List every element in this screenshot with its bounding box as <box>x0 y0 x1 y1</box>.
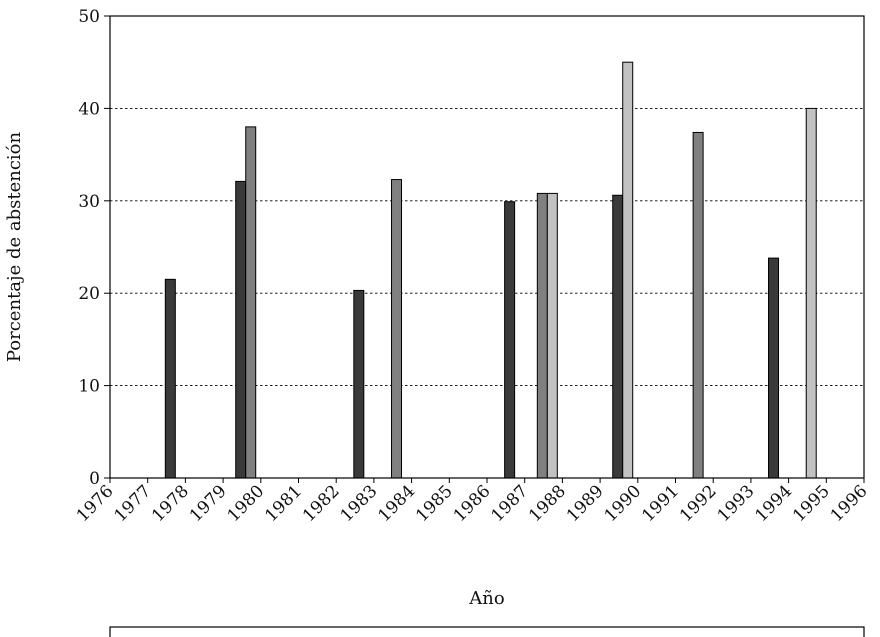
x-tick-label: 1983 <box>337 481 382 526</box>
bar <box>546 192 558 479</box>
bar <box>353 289 365 479</box>
bar <box>391 179 403 479</box>
x-tick-label: 1986 <box>450 481 495 526</box>
bar <box>164 278 176 479</box>
x-axis: 1976197719781979198019811982198319841985… <box>73 478 872 526</box>
bar <box>805 107 817 479</box>
x-tick-label: 1989 <box>563 481 608 526</box>
x-tick-label: 1982 <box>299 481 344 526</box>
x-tick-label: 1991 <box>638 481 683 526</box>
x-tick-label: 1996 <box>827 481 872 526</box>
bar <box>504 201 516 479</box>
x-axis-title: Año <box>468 588 504 609</box>
x-tick-label: 1985 <box>412 481 457 526</box>
x-tick-label: 1978 <box>148 481 193 526</box>
x-tick-label: 1979 <box>186 481 231 526</box>
x-tick-label: 1980 <box>224 481 269 526</box>
y-tick-label: 0 <box>89 469 100 489</box>
x-tick-label: 1977 <box>110 481 155 526</box>
y-axis: 0 10 20 30 40 50 <box>78 7 110 489</box>
y-axis-title: Porcentaje de abstención <box>4 131 25 362</box>
bar <box>536 192 548 479</box>
y-tick-label: 50 <box>78 7 100 27</box>
x-tick-label: 1992 <box>676 481 721 526</box>
bar <box>245 126 257 479</box>
bar <box>235 180 247 479</box>
bar <box>768 257 780 479</box>
x-tick-label: 1981 <box>261 481 306 526</box>
legend: Elecciones generalesElecciones municipal… <box>109 626 865 637</box>
x-tick-label: 1994 <box>751 481 796 526</box>
x-tick-label: 1990 <box>601 481 646 526</box>
x-tick-label: 1988 <box>525 481 570 526</box>
y-tick-label: 20 <box>78 284 100 304</box>
x-tick-label: 1993 <box>714 481 759 526</box>
y-tick-label: 40 <box>78 99 100 119</box>
x-tick-label: 1984 <box>374 481 419 526</box>
plot-frame <box>109 15 865 479</box>
legend-frame <box>109 626 865 637</box>
x-tick-label: 1995 <box>789 481 834 526</box>
x-tick-label: 1987 <box>488 481 533 526</box>
grid-lines <box>110 107 864 387</box>
bar <box>622 61 634 479</box>
y-tick-label: 30 <box>78 192 100 212</box>
y-tick-label: 10 <box>78 377 100 397</box>
bar <box>612 194 624 479</box>
bars <box>164 61 817 479</box>
bar <box>692 131 704 479</box>
